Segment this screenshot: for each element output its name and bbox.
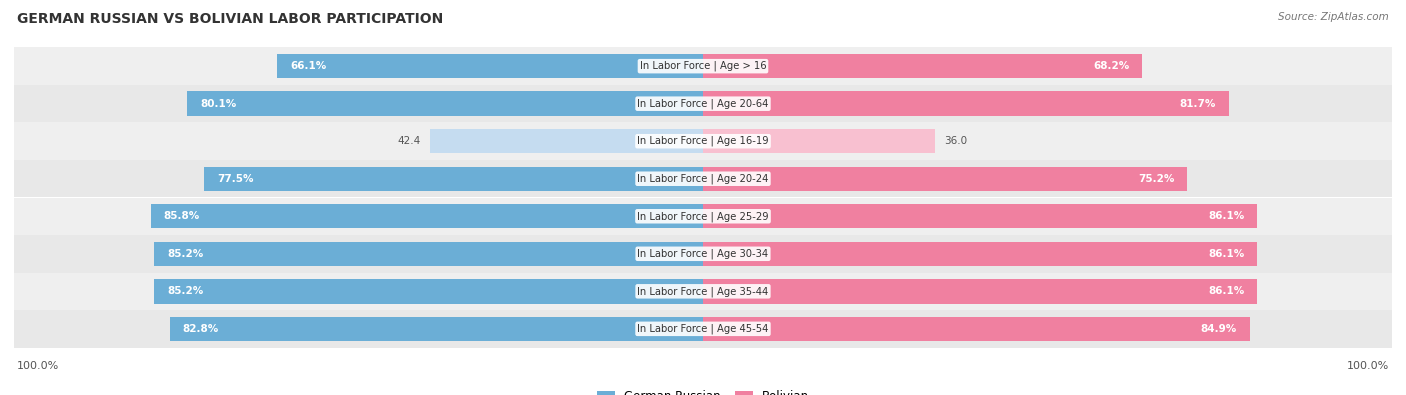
Text: In Labor Force | Age 20-24: In Labor Force | Age 20-24: [637, 173, 769, 184]
Text: 85.8%: 85.8%: [163, 211, 200, 221]
Bar: [703, 242, 1257, 266]
Bar: [14, 273, 1392, 310]
Text: In Labor Force | Age 25-29: In Labor Force | Age 25-29: [637, 211, 769, 222]
Text: 100.0%: 100.0%: [17, 361, 59, 371]
Text: 82.8%: 82.8%: [183, 324, 219, 334]
Text: 100.0%: 100.0%: [1347, 361, 1389, 371]
Bar: [430, 129, 703, 153]
Text: 84.9%: 84.9%: [1201, 324, 1237, 334]
Text: 85.2%: 85.2%: [167, 249, 204, 259]
Text: In Labor Force | Age 30-34: In Labor Force | Age 30-34: [637, 248, 769, 259]
Bar: [703, 129, 935, 153]
Text: 81.7%: 81.7%: [1180, 99, 1216, 109]
Text: In Labor Force | Age 35-44: In Labor Force | Age 35-44: [637, 286, 769, 297]
Text: GERMAN RUSSIAN VS BOLIVIAN LABOR PARTICIPATION: GERMAN RUSSIAN VS BOLIVIAN LABOR PARTICI…: [17, 12, 443, 26]
Text: 36.0: 36.0: [945, 136, 967, 146]
Text: 75.2%: 75.2%: [1137, 174, 1174, 184]
Bar: [14, 310, 1392, 348]
Bar: [14, 122, 1392, 160]
Bar: [703, 92, 1229, 116]
Bar: [14, 85, 1392, 122]
Bar: [14, 235, 1392, 273]
Bar: [14, 47, 1392, 85]
Bar: [187, 92, 703, 116]
Text: 86.1%: 86.1%: [1208, 286, 1244, 296]
Bar: [703, 204, 1257, 228]
Text: In Labor Force | Age 20-64: In Labor Force | Age 20-64: [637, 98, 769, 109]
Bar: [150, 204, 703, 228]
Text: In Labor Force | Age 45-54: In Labor Force | Age 45-54: [637, 324, 769, 334]
Text: 86.1%: 86.1%: [1208, 249, 1244, 259]
Bar: [703, 279, 1257, 303]
Text: 68.2%: 68.2%: [1092, 61, 1129, 71]
Bar: [703, 167, 1187, 191]
Bar: [14, 160, 1392, 198]
Bar: [170, 317, 703, 341]
Text: Source: ZipAtlas.com: Source: ZipAtlas.com: [1278, 12, 1389, 22]
Bar: [204, 167, 703, 191]
Text: 66.1%: 66.1%: [290, 61, 326, 71]
Legend: German Russian, Bolivian: German Russian, Bolivian: [592, 385, 814, 395]
Bar: [155, 279, 703, 303]
Bar: [14, 198, 1392, 235]
Text: In Labor Force | Age > 16: In Labor Force | Age > 16: [640, 61, 766, 71]
Text: 86.1%: 86.1%: [1208, 211, 1244, 221]
Text: 77.5%: 77.5%: [217, 174, 253, 184]
Bar: [703, 317, 1250, 341]
Text: 42.4: 42.4: [396, 136, 420, 146]
Text: 80.1%: 80.1%: [200, 99, 236, 109]
Bar: [277, 54, 703, 78]
Bar: [703, 54, 1142, 78]
Text: 85.2%: 85.2%: [167, 286, 204, 296]
Bar: [155, 242, 703, 266]
Text: In Labor Force | Age 16-19: In Labor Force | Age 16-19: [637, 136, 769, 147]
